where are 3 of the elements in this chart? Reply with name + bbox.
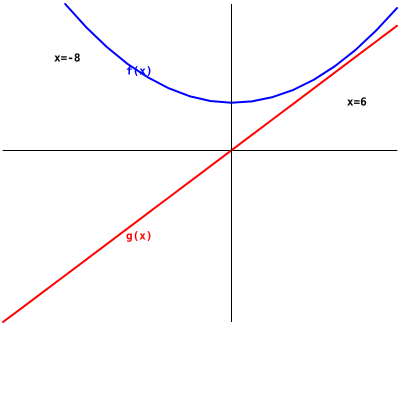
annotation: x=-8 [54, 52, 80, 64]
annotation: x=6 [346, 96, 368, 108]
annotation: g(x) [126, 230, 152, 242]
